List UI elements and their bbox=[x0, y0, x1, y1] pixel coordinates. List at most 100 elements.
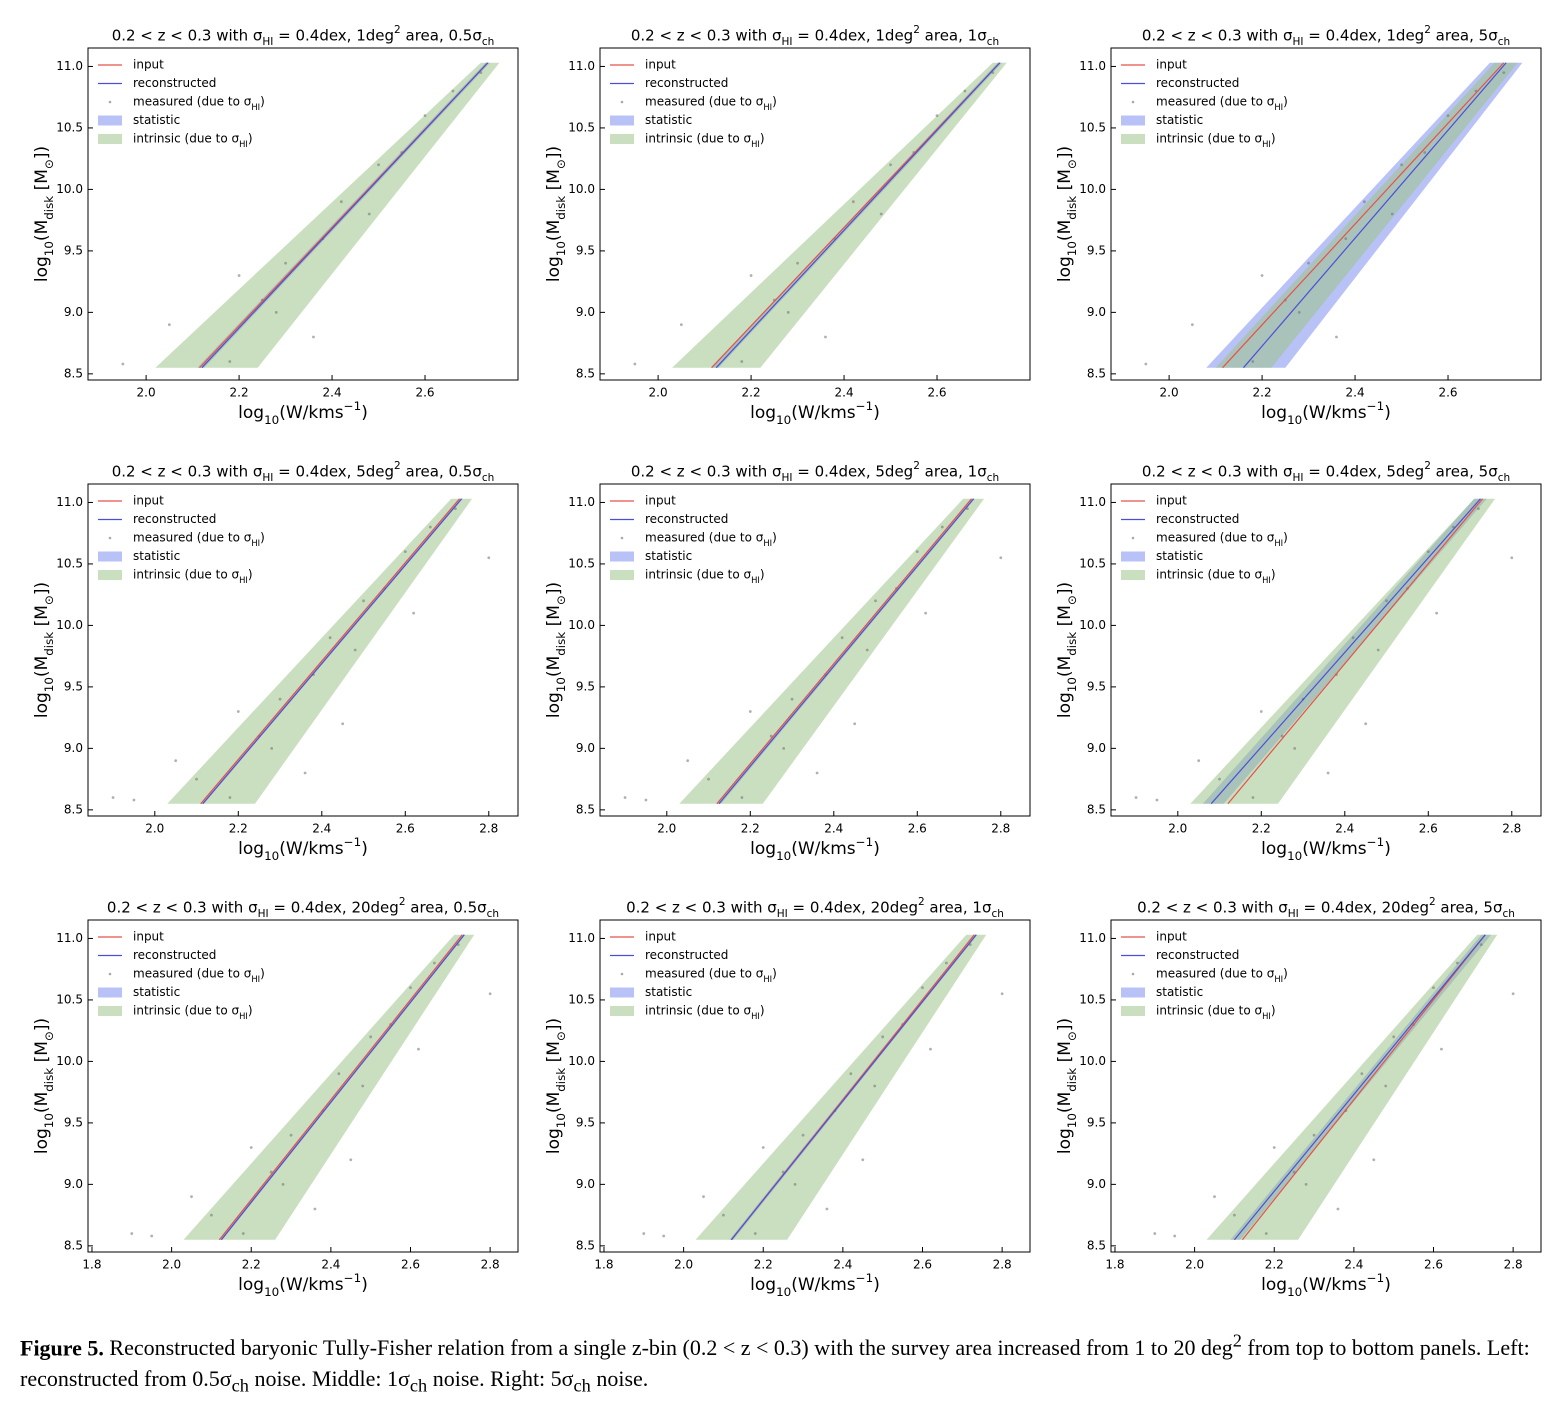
x-tick-label: 1.8 bbox=[1105, 1258, 1124, 1272]
legend: input reconstructed measured (due to σHI)s… bbox=[1121, 494, 1288, 585]
point bbox=[417, 1047, 420, 1051]
y-tick-label: 8.5 bbox=[64, 1238, 83, 1252]
x-axis-label: log10(W/kms−1) bbox=[238, 1271, 368, 1299]
x-tick-label: 2.6 bbox=[927, 386, 946, 400]
y-tick-label: 8.5 bbox=[576, 1238, 595, 1252]
point bbox=[707, 777, 710, 781]
point bbox=[642, 1232, 646, 1235]
point bbox=[1476, 507, 1480, 510]
point bbox=[840, 636, 844, 640]
point bbox=[748, 710, 752, 713]
point bbox=[1153, 1232, 1157, 1235]
plot-area bbox=[130, 934, 492, 1241]
point bbox=[1280, 734, 1284, 738]
plot-area bbox=[121, 62, 500, 369]
line bbox=[201, 62, 489, 369]
axes-frame bbox=[599, 483, 1031, 817]
legend-label: input bbox=[133, 494, 164, 508]
point bbox=[1376, 648, 1380, 652]
x-tick-label: 2.8 bbox=[481, 1258, 500, 1272]
y-tick-label: 10.5 bbox=[56, 120, 83, 134]
x-tick-label: 2.8 bbox=[1502, 822, 1521, 836]
x-tick-label: 2.0 bbox=[657, 822, 676, 836]
point bbox=[284, 261, 287, 265]
plot-area bbox=[111, 498, 491, 805]
x-axis-label: log10(W/kms−1) bbox=[750, 1271, 880, 1299]
point bbox=[801, 1133, 805, 1137]
point bbox=[753, 1232, 757, 1235]
legend-label: measured (due to σHI) bbox=[645, 967, 777, 984]
legend-swatch bbox=[620, 972, 624, 976]
y-tick-label: 10.5 bbox=[1079, 556, 1106, 570]
y-tick-label: 9.5 bbox=[1087, 679, 1106, 693]
x-tick-label: 2.4 bbox=[321, 1258, 340, 1272]
point bbox=[815, 771, 819, 775]
line bbox=[718, 498, 975, 805]
legend: input reconstructed measured (due to σHI)s… bbox=[610, 58, 777, 149]
point bbox=[228, 360, 232, 363]
point bbox=[312, 335, 315, 339]
y-tick-label: 9.5 bbox=[64, 1115, 83, 1129]
point bbox=[825, 1207, 829, 1211]
line bbox=[1241, 934, 1486, 1241]
y-tick-label: 8.5 bbox=[1087, 1238, 1106, 1252]
point bbox=[1218, 777, 1221, 781]
y-tick-label: 10.0 bbox=[1079, 182, 1106, 196]
point bbox=[130, 1232, 134, 1235]
legend-swatch bbox=[1131, 972, 1135, 976]
y-tick-label: 10.5 bbox=[568, 556, 595, 570]
point bbox=[879, 212, 883, 216]
point bbox=[769, 734, 773, 738]
panel: 2.0 2.2 2.4 2.6 2.8 8.5 9.0 9.5 10.0 10.5 11.0 0.2 … bbox=[1055, 460, 1542, 863]
point bbox=[377, 163, 380, 167]
legend-swatch bbox=[98, 551, 122, 562]
legend-label: statistic bbox=[133, 549, 180, 563]
x-tick-label: 2.6 bbox=[396, 822, 415, 836]
panel: 2.0 2.2 2.4 2.6 8.5 9.0 9.5 10.0 10.5 11.0 0.2 < z… bbox=[1055, 24, 1542, 427]
x-tick-label: 1.8 bbox=[594, 1258, 613, 1272]
y-tick-label: 11.0 bbox=[568, 931, 595, 945]
line bbox=[200, 498, 461, 805]
line bbox=[1222, 62, 1505, 369]
legend: input reconstructed measured (due to σHI)s… bbox=[1121, 58, 1288, 149]
legend-label: measured (due to σHI) bbox=[133, 967, 265, 984]
legend-swatch bbox=[1121, 134, 1145, 144]
y-tick-label: 10.0 bbox=[568, 1054, 595, 1068]
y-axis-label: log10(Mdisk [M⊙]) bbox=[544, 1018, 568, 1154]
panel-title: 0.2 < z < 0.3 with σHI = 0.4dex, 20deg2 … bbox=[626, 896, 1004, 920]
point bbox=[1479, 943, 1483, 946]
x-tick-label: 2.6 bbox=[1419, 822, 1438, 836]
x-axis-label: log10(W/kms−1) bbox=[1261, 835, 1391, 863]
axes-frame bbox=[599, 919, 1031, 1253]
legend-label: reconstructed bbox=[645, 512, 728, 526]
x-tick-label: 2.4 bbox=[1346, 386, 1365, 400]
y-tick-label: 9.5 bbox=[64, 243, 83, 257]
point bbox=[1435, 611, 1439, 615]
point bbox=[1511, 992, 1515, 996]
x-tick-label: 2.8 bbox=[479, 822, 498, 836]
point bbox=[432, 961, 436, 965]
point bbox=[1000, 992, 1004, 996]
point bbox=[889, 163, 892, 167]
point bbox=[167, 323, 171, 327]
point bbox=[1260, 274, 1264, 277]
point bbox=[1173, 1234, 1177, 1238]
x-axis-label: log10(W/kms−1) bbox=[238, 835, 368, 863]
legend-label: input bbox=[645, 58, 676, 72]
legend-label: input bbox=[133, 930, 164, 944]
y-tick-label: 10.5 bbox=[568, 992, 595, 1006]
point bbox=[790, 697, 794, 701]
point bbox=[1213, 1195, 1216, 1199]
point bbox=[940, 525, 944, 529]
figure: 2.0 2.2 2.4 2.6 8.5 9.0 9.5 10.0 10.5 11.0 0.2 < z… bbox=[32, 24, 1542, 1299]
band bbox=[1215, 62, 1518, 368]
point bbox=[1360, 1072, 1364, 1076]
point bbox=[644, 798, 648, 802]
legend-label: statistic bbox=[645, 549, 692, 563]
legend-label: input bbox=[133, 58, 164, 72]
point bbox=[423, 114, 427, 118]
point bbox=[991, 71, 995, 74]
y-tick-label: 9.0 bbox=[1087, 1177, 1106, 1191]
legend-swatch bbox=[108, 100, 112, 104]
point bbox=[1502, 71, 1506, 74]
